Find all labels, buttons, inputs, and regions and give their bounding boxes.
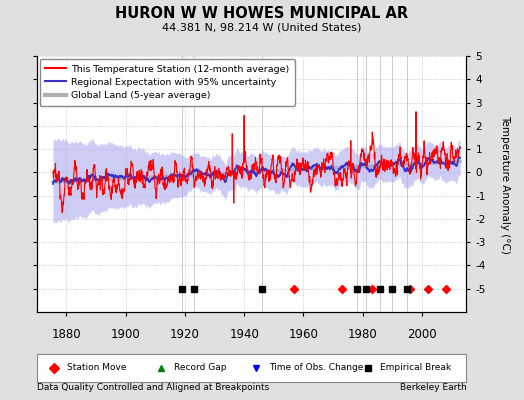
- Text: 1920: 1920: [170, 328, 200, 341]
- Text: Time of Obs. Change: Time of Obs. Change: [269, 364, 363, 372]
- Text: HURON W W HOWES MUNICIPAL AR: HURON W W HOWES MUNICIPAL AR: [115, 6, 409, 21]
- Text: Berkeley Earth: Berkeley Earth: [400, 383, 466, 392]
- Y-axis label: Temperature Anomaly (°C): Temperature Anomaly (°C): [500, 114, 510, 254]
- Text: Data Quality Controlled and Aligned at Breakpoints: Data Quality Controlled and Aligned at B…: [37, 383, 269, 392]
- Text: 1940: 1940: [229, 328, 259, 341]
- Text: 1880: 1880: [51, 328, 81, 341]
- Text: 1960: 1960: [288, 328, 318, 341]
- Text: 1980: 1980: [348, 328, 377, 341]
- Text: 2000: 2000: [407, 328, 436, 341]
- Text: Empirical Break: Empirical Break: [380, 364, 452, 372]
- Text: Record Gap: Record Gap: [174, 364, 227, 372]
- Text: 44.381 N, 98.214 W (United States): 44.381 N, 98.214 W (United States): [162, 22, 362, 32]
- Text: Station Move: Station Move: [67, 364, 126, 372]
- Text: 1900: 1900: [111, 328, 140, 341]
- Legend: This Temperature Station (12-month average), Regional Expectation with 95% uncer: This Temperature Station (12-month avera…: [39, 59, 294, 106]
